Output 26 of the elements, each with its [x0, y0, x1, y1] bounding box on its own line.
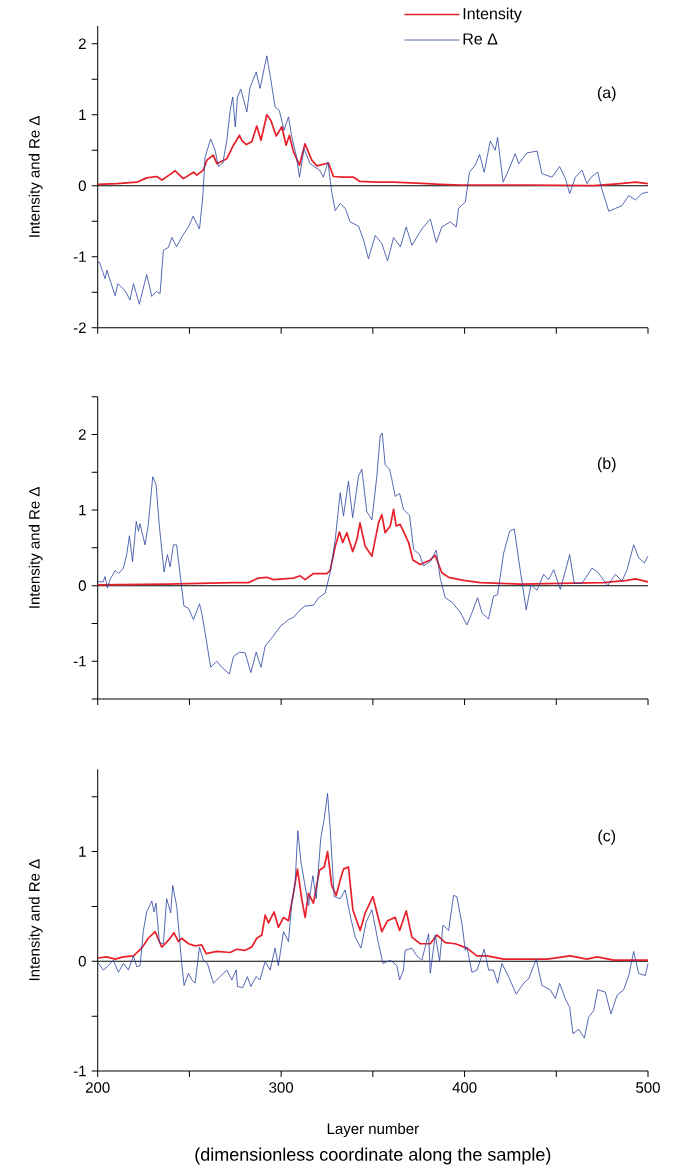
y-tick-label: 2 — [78, 38, 86, 49]
annotation: (c) — [598, 829, 616, 845]
y-axis-title: Intensity and Re Δ — [28, 487, 43, 608]
y-tick-label: 0 — [78, 580, 86, 591]
y-tick-label: 0 — [78, 955, 86, 967]
y-tick-label: -1 — [73, 251, 86, 262]
y-tick-label: 0 — [78, 180, 86, 192]
annotation: (a) — [597, 86, 616, 102]
y-axis-title: Intensity and Re Δ — [28, 859, 43, 981]
y-tick-label: -1 — [73, 1065, 86, 1077]
y-axis-title: Intensity and Re Δ — [28, 116, 43, 237]
y-tick-label: -2 — [73, 322, 86, 333]
x-tick-label: 500 — [636, 1082, 660, 1093]
x-axis-title: Layer number — [327, 1123, 419, 1137]
x-tick-label: 400 — [452, 1082, 477, 1093]
y-tick-label: 2 — [78, 429, 86, 440]
text: (dimensionless coordinate along the sample) — [195, 1147, 551, 1165]
y-tick-label: 1 — [79, 504, 86, 516]
x-tick-label: 200 — [85, 1082, 110, 1093]
annotation: (b) — [597, 457, 616, 473]
y-tick-label: -1 — [73, 656, 86, 667]
y-tick-label: 1 — [79, 109, 86, 120]
x-tick-label: 300 — [269, 1082, 294, 1093]
legend-label: Intensity — [463, 7, 522, 23]
y-tick-label: 1 — [79, 846, 86, 857]
legend-label: Re Δ — [463, 33, 498, 45]
